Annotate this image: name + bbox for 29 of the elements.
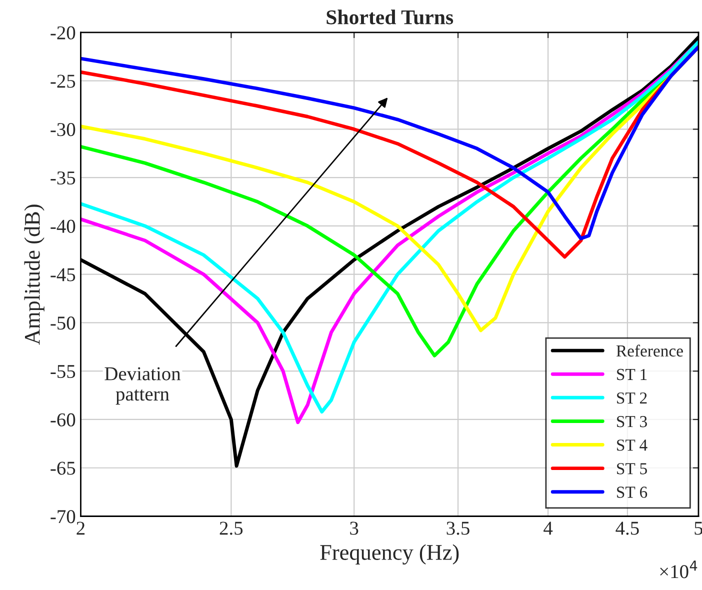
y-tick-label: -35 <box>50 171 76 185</box>
legend-label: ST 4 <box>617 440 648 451</box>
x-tick-label: 3 <box>350 522 358 535</box>
legend-label: ST 3 <box>617 416 647 428</box>
y-tick-label: -20 <box>50 26 76 40</box>
x-axis-title: Frequency (Hz) <box>320 544 459 565</box>
annotation: Deviation pattern <box>104 367 181 405</box>
y-tick-label: -25 <box>50 74 76 88</box>
y-tick-label: -45 <box>50 268 76 282</box>
x-tick-label: 4.5 <box>616 522 639 535</box>
y-tick-label: -30 <box>50 123 76 136</box>
legend-label: ST 1 <box>617 368 647 380</box>
legend-label: ST 5 <box>617 463 647 474</box>
x-tick-label: 2.5 <box>220 522 243 535</box>
legend-label: ST 2 <box>617 392 647 404</box>
y-tick-label: -55 <box>50 365 76 378</box>
chart-title: Shorted Turns <box>326 10 454 24</box>
y-axis-title: Amplitude (dB) <box>24 204 44 345</box>
legend-label: ST 6 <box>617 486 648 498</box>
y-tick-label: -60 <box>50 413 76 426</box>
text: ×10$^{4}$ <box>660 560 698 578</box>
x-tick-label: 3.5 <box>446 522 470 535</box>
y-tick-label: -50 <box>50 316 76 330</box>
x-tick-label: 4 <box>544 522 553 535</box>
legend-label: Reference <box>616 344 683 357</box>
y-tick-label: -70 <box>50 510 76 524</box>
x-tick-label: 2 <box>76 522 85 535</box>
y-tick-label: -65 <box>50 462 76 475</box>
y-tick-label: -40 <box>50 220 76 233</box>
